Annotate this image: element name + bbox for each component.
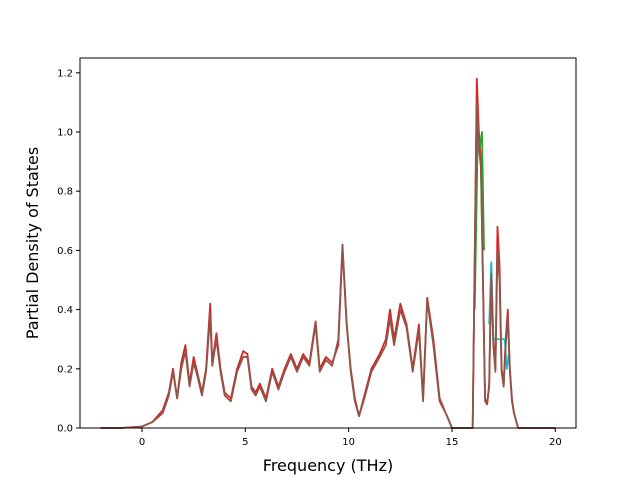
y-axis-label: Partial Density of States xyxy=(23,147,42,339)
x-tick-label: 15 xyxy=(446,437,459,448)
y-tick-label: 1.0 xyxy=(57,128,73,139)
y-tick-label: 0.2 xyxy=(57,364,73,375)
x-tick-label: 10 xyxy=(342,437,355,448)
x-tick-label: 0 xyxy=(139,437,145,448)
y-axis: 0.0 0.2 0.4 0.6 0.8 1.0 1.2 xyxy=(57,68,80,435)
series-layer xyxy=(100,77,556,429)
x-axis: 0 5 10 15 20 xyxy=(139,428,562,448)
plot-frame xyxy=(79,57,577,429)
y-tick-label: 0.4 xyxy=(57,305,73,316)
series-line-4 xyxy=(100,101,556,429)
series-line-3 xyxy=(488,261,510,370)
y-tick-label: 0.6 xyxy=(57,246,73,257)
series-line-2 xyxy=(473,131,485,310)
x-tick-label: 20 xyxy=(549,437,562,448)
y-tick-label: 0.8 xyxy=(57,187,73,198)
y-tick-label: 1.2 xyxy=(57,68,73,79)
y-tick-label: 0.0 xyxy=(57,424,73,435)
x-tick-label: 5 xyxy=(242,437,248,448)
x-axis-label: Frequency (THz) xyxy=(263,456,393,475)
